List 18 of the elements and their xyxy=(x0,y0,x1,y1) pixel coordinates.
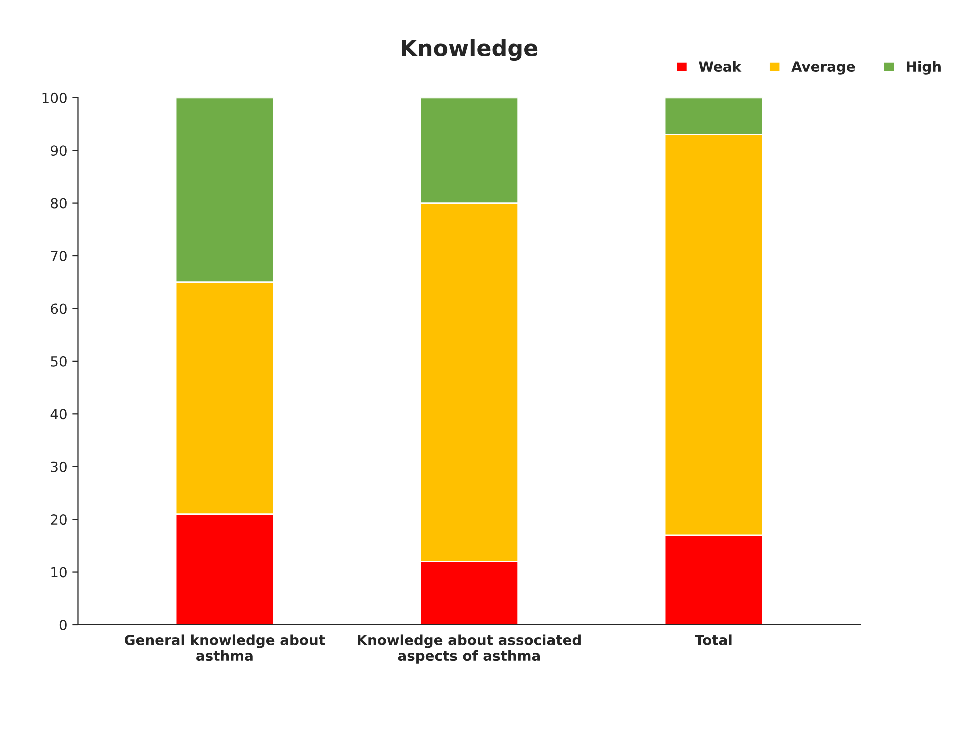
chart-title: Knowledge xyxy=(402,39,538,62)
y-tick-label: 70 xyxy=(51,250,67,262)
y-tick-label: 30 xyxy=(51,462,67,472)
y-tick-label: 50 xyxy=(51,356,67,367)
x-tick-label: Knowledge about associated aspects of asthma xyxy=(358,634,581,664)
y-tick-label: 100 xyxy=(42,92,67,104)
y-tick-label: 90 xyxy=(51,146,67,156)
y-tick-label: 20 xyxy=(51,514,67,526)
legend-label: High xyxy=(907,61,941,75)
y-tick-label: 60 xyxy=(51,304,67,314)
y-tick-label: 10 xyxy=(52,567,67,578)
y-tick-label: 80 xyxy=(51,198,67,209)
legend-label: Average xyxy=(792,62,856,75)
x-tick-label: General knowledge about asthma xyxy=(125,634,326,662)
legend-label: Weak xyxy=(699,61,742,72)
x-tick-label: Total xyxy=(695,634,732,646)
y-tick-label: 0 xyxy=(60,620,67,630)
y-tick-label: 40 xyxy=(50,409,67,420)
